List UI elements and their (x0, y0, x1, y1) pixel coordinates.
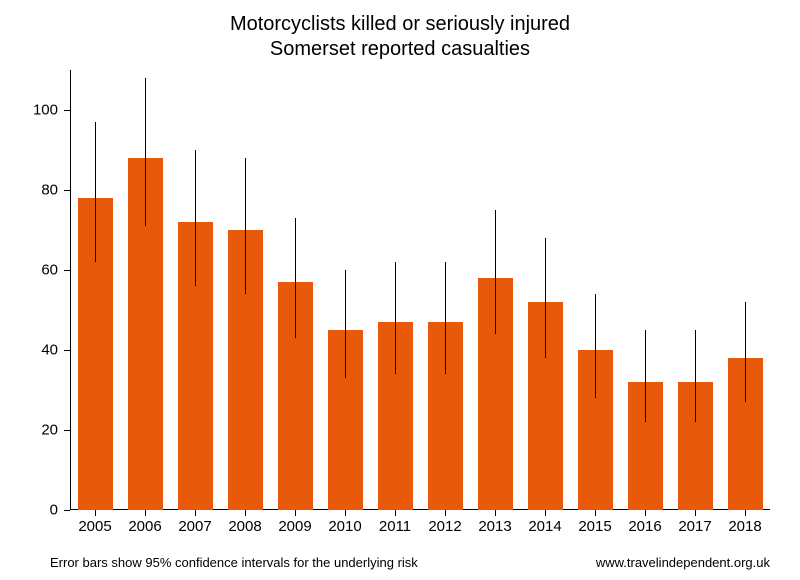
x-tick-label: 2017 (678, 518, 711, 535)
footer-note-left: Error bars show 95% confidence intervals… (50, 555, 418, 570)
chart-footer: Error bars show 95% confidence intervals… (50, 555, 770, 570)
y-tick-label: 100 (33, 102, 58, 119)
error-bar (495, 210, 496, 334)
y-tick (64, 510, 70, 511)
x-tick-label: 2006 (128, 518, 161, 535)
error-bar (145, 78, 146, 226)
x-tick (145, 510, 146, 516)
error-bar (695, 330, 696, 422)
x-tick (245, 510, 246, 516)
chart-title: Motorcyclists killed or seriously injure… (0, 12, 800, 62)
x-tick-label: 2018 (728, 518, 761, 535)
error-bar (395, 262, 396, 374)
y-tick-label: 80 (41, 182, 58, 199)
x-tick-label: 2010 (328, 518, 361, 535)
error-bar (595, 294, 596, 398)
x-tick (595, 510, 596, 516)
x-tick-label: 2014 (528, 518, 561, 535)
y-tick (64, 430, 70, 431)
x-tick (545, 510, 546, 516)
chart-plot-area: 0204060801002005200620072008200920102011… (70, 70, 770, 510)
x-tick-label: 2012 (428, 518, 461, 535)
x-tick-label: 2015 (578, 518, 611, 535)
title-line: Somerset reported casualties (270, 38, 530, 60)
error-bar (95, 122, 96, 262)
x-tick-label: 2013 (478, 518, 511, 535)
y-tick-label: 20 (41, 422, 58, 439)
error-bar (295, 218, 296, 338)
error-bar (195, 150, 196, 286)
x-tick (195, 510, 196, 516)
x-tick (345, 510, 346, 516)
x-tick (645, 510, 646, 516)
y-axis (70, 70, 71, 510)
y-tick (64, 190, 70, 191)
x-tick (445, 510, 446, 516)
y-tick-label: 40 (41, 342, 58, 359)
error-bar (545, 238, 546, 358)
x-tick (295, 510, 296, 516)
y-tick (64, 270, 70, 271)
error-bar (445, 262, 446, 374)
x-tick (745, 510, 746, 516)
x-tick-label: 2005 (78, 518, 111, 535)
x-tick (395, 510, 396, 516)
y-tick (64, 350, 70, 351)
error-bar (345, 270, 346, 378)
x-tick (695, 510, 696, 516)
title-line: Motorcyclists killed or seriously injure… (230, 13, 570, 35)
x-tick-label: 2007 (178, 518, 211, 535)
y-tick (64, 110, 70, 111)
x-axis (70, 509, 770, 510)
x-tick-label: 2016 (628, 518, 661, 535)
error-bar (245, 158, 246, 294)
x-tick (95, 510, 96, 516)
x-tick-label: 2011 (379, 518, 411, 535)
x-tick (495, 510, 496, 516)
error-bar (745, 302, 746, 402)
chart-page: Motorcyclists killed or seriously injure… (0, 0, 800, 580)
plot-region: 0204060801002005200620072008200920102011… (70, 70, 770, 510)
error-bar (645, 330, 646, 422)
y-tick-label: 0 (50, 502, 58, 519)
y-tick-label: 60 (41, 262, 58, 279)
x-tick-label: 2008 (228, 518, 261, 535)
footer-note-right: www.travelindependent.org.uk (596, 555, 770, 570)
x-tick-label: 2009 (278, 518, 311, 535)
